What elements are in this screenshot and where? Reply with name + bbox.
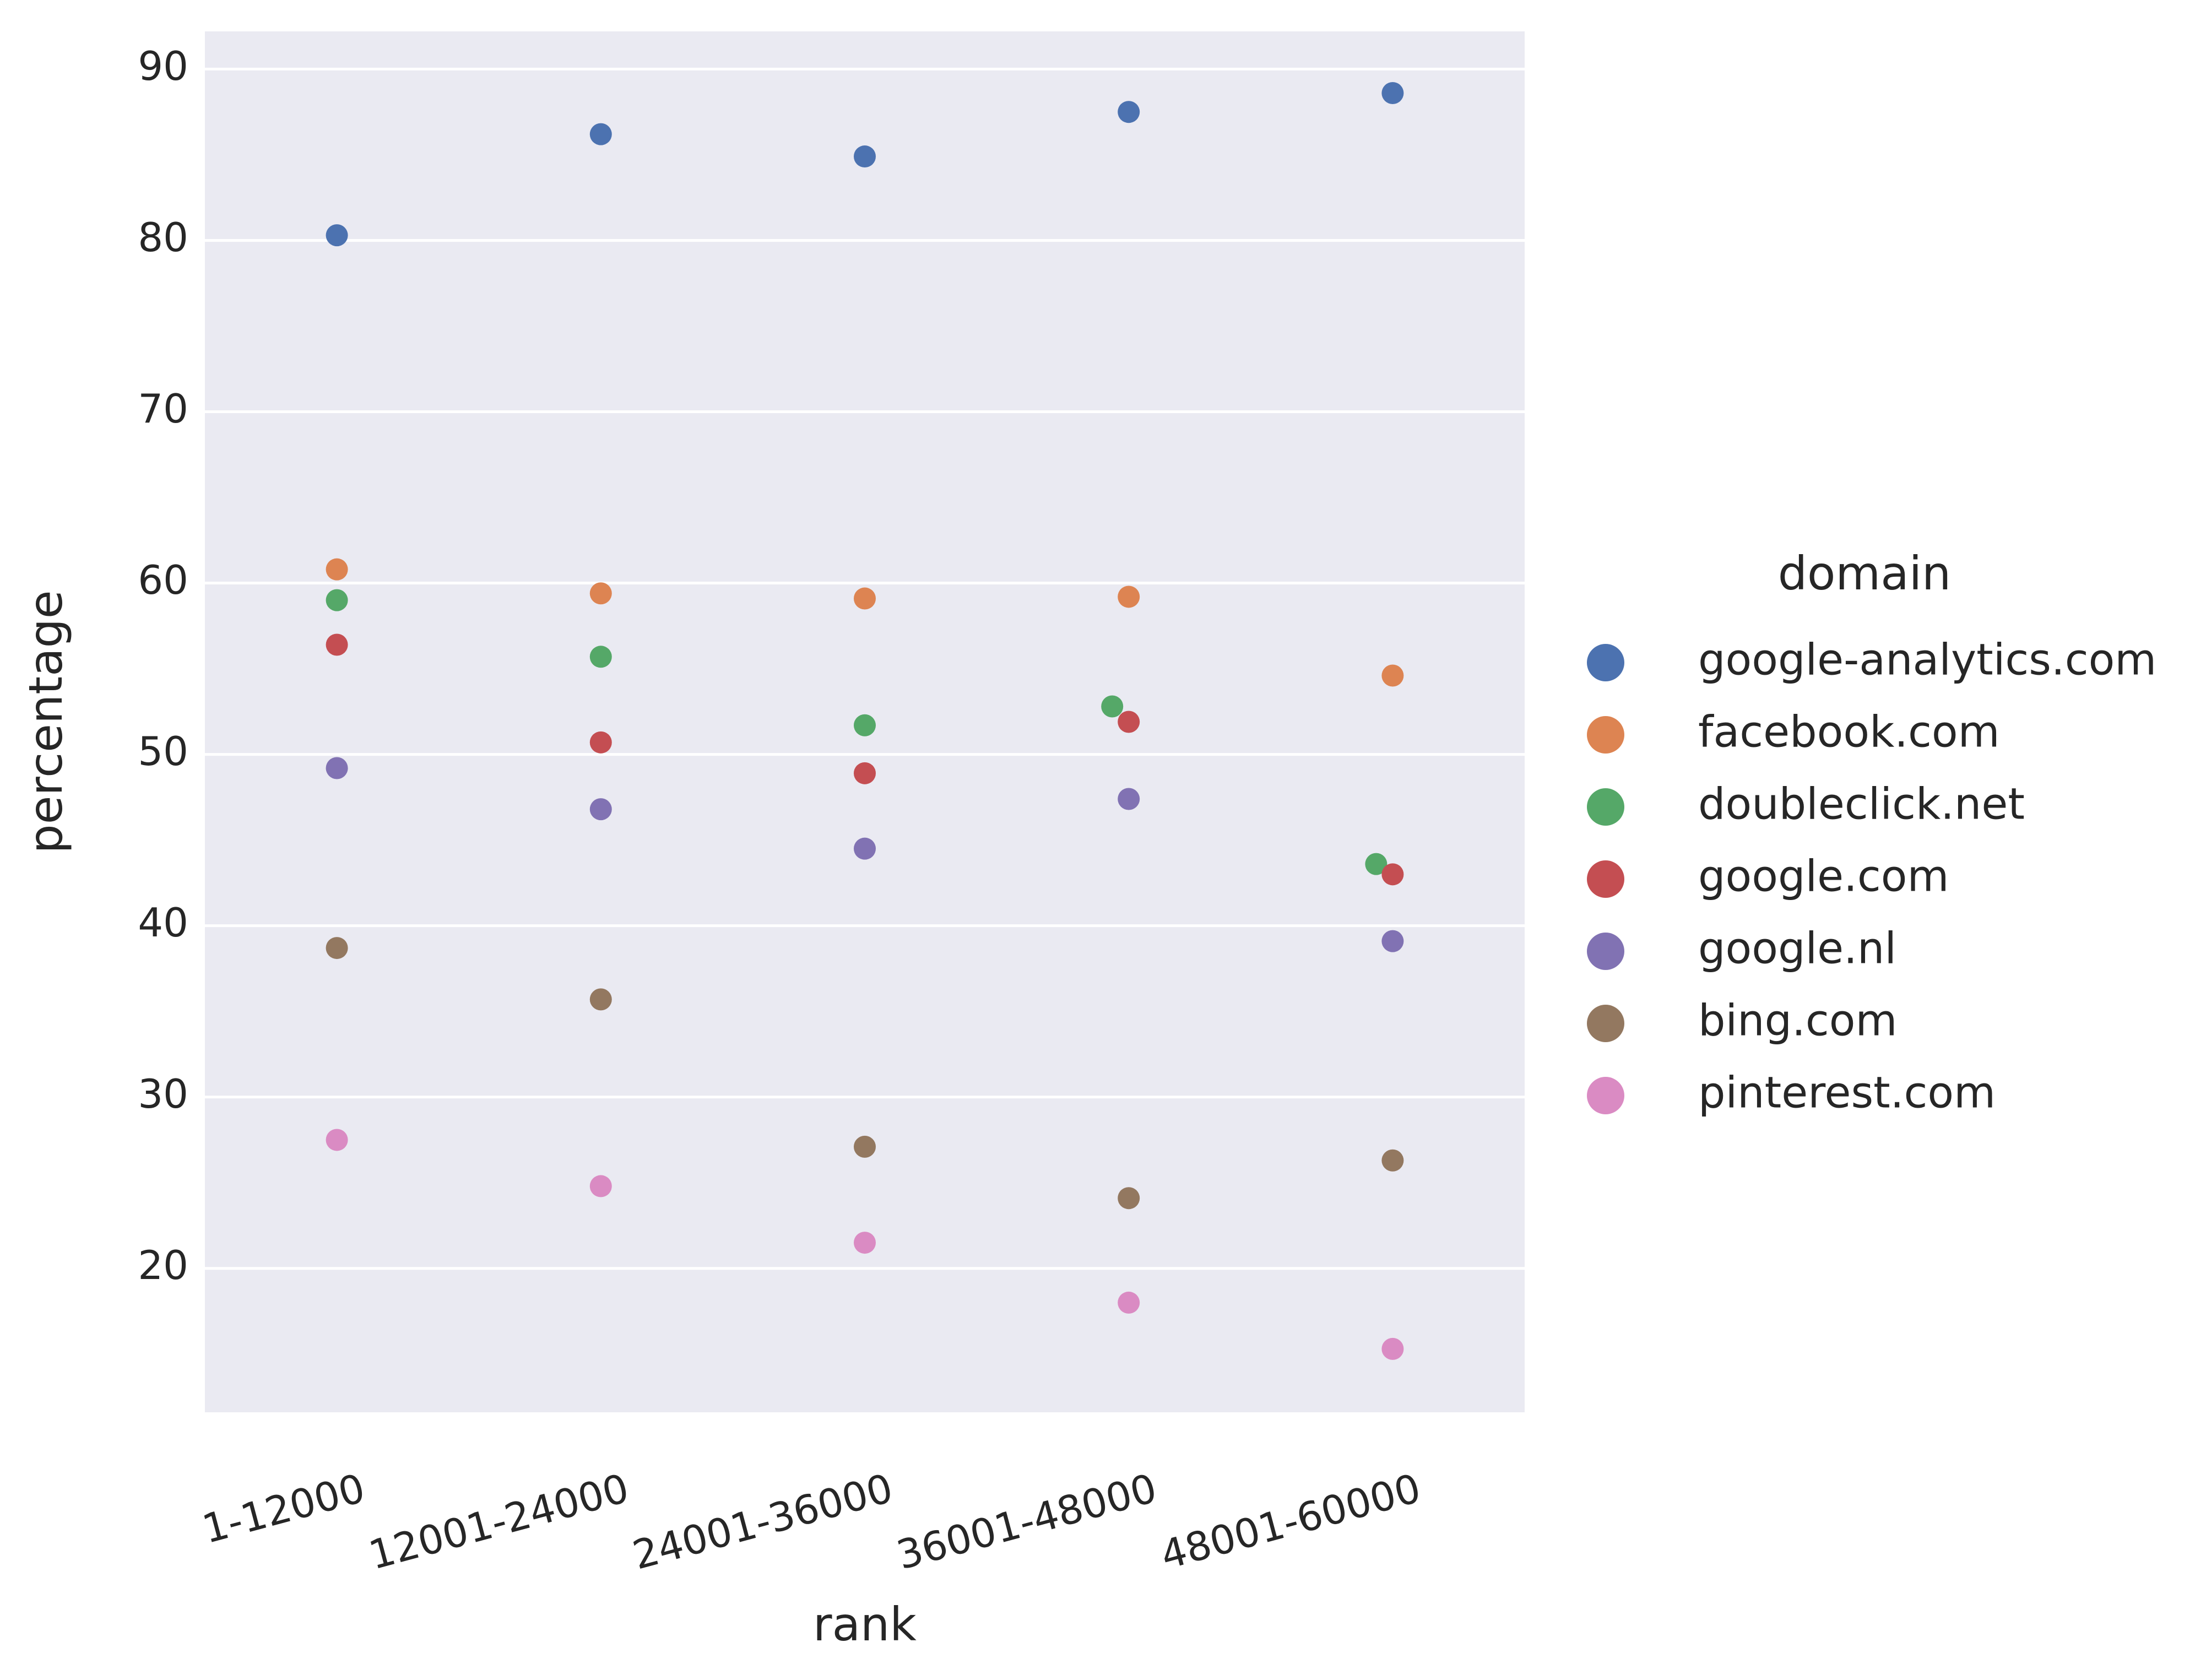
y-tick-labels: 20 30 40 50 60 70 80 90 — [138, 43, 188, 1288]
legend-title: domain — [1778, 546, 1952, 600]
legend-item: doubleclick.net — [1587, 779, 2025, 829]
legend-marker — [1587, 788, 1624, 826]
legend-marker — [1587, 860, 1624, 898]
data-point — [854, 837, 876, 860]
y-axis-label: percentage — [19, 590, 73, 853]
data-point — [854, 145, 876, 168]
y-tick-label: 50 — [138, 728, 188, 774]
y-tick-label: 40 — [138, 899, 188, 946]
legend-label: doubleclick.net — [1698, 779, 2025, 829]
data-point — [1381, 1337, 1404, 1360]
y-tick-label: 20 — [138, 1242, 188, 1288]
data-point — [1381, 863, 1404, 886]
y-tick-label: 90 — [138, 43, 188, 89]
x-tick-label: 36001-48000 — [892, 1465, 1161, 1578]
legend-item: pinterest.com — [1587, 1068, 1996, 1118]
data-point — [1381, 664, 1404, 687]
y-tick-label: 60 — [138, 557, 188, 603]
data-point — [326, 558, 348, 581]
data-point — [854, 1135, 876, 1158]
legend-item: bing.com — [1587, 996, 1898, 1045]
data-point — [589, 988, 612, 1011]
data-point — [326, 633, 348, 656]
data-point — [1118, 1291, 1140, 1314]
data-point — [1365, 853, 1387, 875]
data-point — [589, 1175, 612, 1197]
legend-item: google.nl — [1587, 924, 1896, 973]
data-point — [1381, 1149, 1404, 1172]
x-tick-label: 12001-24000 — [364, 1465, 633, 1578]
legend: domain google-analytics.com facebook.com d… — [1587, 546, 2156, 1118]
data-point — [589, 582, 612, 605]
data-point — [1118, 101, 1140, 123]
legend-marker — [1587, 644, 1624, 681]
y-tick-label: 70 — [138, 386, 188, 432]
legend-marker — [1587, 933, 1624, 970]
data-point — [1381, 930, 1404, 952]
y-tick-label: 30 — [138, 1071, 188, 1117]
legend-marker — [1587, 1005, 1624, 1042]
data-point — [326, 1129, 348, 1151]
data-point — [1118, 586, 1140, 608]
data-point — [854, 1232, 876, 1254]
data-points — [326, 82, 1404, 1360]
legend-label: facebook.com — [1698, 707, 2000, 757]
legend-marker — [1587, 1077, 1624, 1114]
data-point — [854, 762, 876, 784]
gridlines — [205, 67, 1525, 1270]
legend-label: google-analytics.com — [1698, 635, 2156, 685]
data-point — [854, 714, 876, 736]
legend-label: google.com — [1698, 852, 1949, 901]
legend-item: google.com — [1587, 852, 1949, 901]
data-point — [589, 646, 612, 668]
x-tick-labels: 1-1200012001-2400024001-3600036001-48000… — [198, 1465, 1426, 1578]
x-tick-label: 24001-36000 — [628, 1465, 897, 1578]
data-point — [326, 224, 348, 247]
data-point — [1118, 788, 1140, 810]
data-point — [1381, 82, 1404, 104]
data-point — [326, 937, 348, 960]
legend-item: facebook.com — [1587, 707, 2000, 757]
data-point — [326, 757, 348, 779]
x-tick-label: 48001-60000 — [1156, 1465, 1425, 1578]
legend-items: google-analytics.com facebook.com doublecl… — [1587, 635, 2156, 1118]
data-point — [1118, 711, 1140, 733]
legend-item: google-analytics.com — [1587, 635, 2156, 685]
data-point — [326, 589, 348, 611]
data-point — [854, 587, 876, 610]
legend-marker — [1587, 716, 1624, 754]
legend-label: google.nl — [1698, 924, 1896, 973]
legend-label: bing.com — [1698, 996, 1898, 1045]
data-point — [1118, 1187, 1140, 1210]
x-axis-label: rank — [813, 1597, 917, 1651]
data-point — [1101, 695, 1124, 718]
x-tick-label: 1-12000 — [198, 1465, 370, 1552]
legend-label: pinterest.com — [1698, 1068, 1996, 1118]
data-point — [589, 798, 612, 821]
y-tick-label: 80 — [138, 214, 188, 261]
data-point — [589, 123, 612, 145]
data-point — [589, 731, 612, 754]
